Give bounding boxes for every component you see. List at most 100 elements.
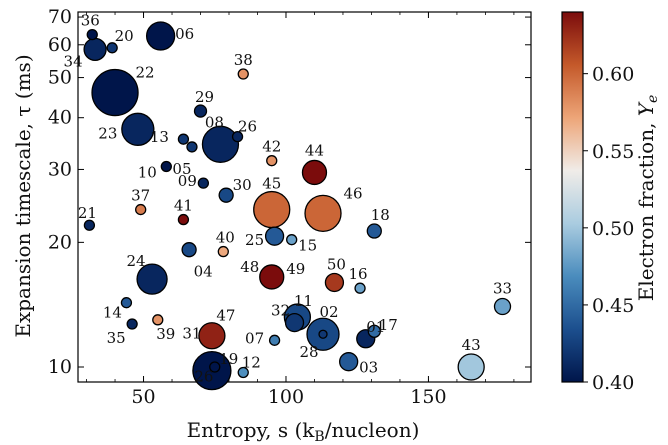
data-point-42 [266,155,278,167]
data-point-10 [160,160,172,173]
point-label-48: 48 [240,258,259,276]
point-label-13: 13 [150,128,169,146]
colorbar-tick-label: 0.50 [592,218,634,240]
point-labels: 01 02 03 04 05 06 07 08 09 10 11 12 13 14 15 16 17 18 19 20… [64,12,513,386]
data-point-07 [268,334,281,346]
data-point-04 [181,242,197,258]
data-point-32 [284,312,305,333]
data-point-37 [135,203,147,216]
point-label-16: 16 [349,265,368,283]
data-point-39 [152,314,164,326]
colorbar-tick-label: 0.60 [592,64,634,86]
point-label-35: 35 [107,329,126,347]
x-axis: 50 100 150 [86,12,515,408]
colorbar-tick-label: 0.55 [592,141,634,163]
point-label-01: 01 [366,318,385,336]
point-label-10: 10 [138,163,157,181]
colorbar: 0.40 0.45 0.50 0.55 0.60 [561,11,634,394]
point-label-18: 18 [371,206,390,224]
data-point-43 [457,353,485,381]
data-point-23 [121,112,155,146]
data-point-38 [237,68,249,80]
point-label-24: 24 [127,252,146,270]
data-point-17 [367,324,381,338]
point-label-20: 20 [115,27,134,45]
data-point-48 [259,264,285,290]
y-tick-label: 70 [48,6,72,28]
x-tick-label: 150 [410,386,446,408]
colorbar-label: Electron fraction, Ye [634,95,661,302]
data-point-08 [201,125,240,163]
data-point-21 [83,219,96,231]
point-label-30: 30 [233,176,252,194]
point-label-32: 32 [271,302,290,320]
data-point-14 [120,297,133,309]
y-tick-label: 40 [48,107,72,129]
point-label-45: 45 [262,175,281,193]
point-label-46: 46 [343,184,362,202]
data-point-05 [186,141,198,153]
data-point-41 [177,213,190,226]
point-label-42: 42 [262,138,281,156]
point-label-38: 38 [234,51,253,69]
point-label-36: 36 [81,12,100,30]
point-label-44: 44 [305,141,324,159]
data-point-31 [198,322,226,350]
point-label-33: 33 [493,279,512,297]
point-label-22: 22 [135,64,154,82]
point-label-26: 26 [238,118,257,136]
y-axis: 10 20 30 40 50 60 70 [48,6,531,378]
x-tick-label: 100 [268,386,304,408]
point-label-07: 07 [245,329,264,347]
point-label-17: 17 [379,316,398,334]
data-point-28 [318,329,328,339]
point-label-03: 03 [359,359,378,377]
point-label-26: 26 [194,368,213,386]
data-point-12 [237,366,249,379]
point-label-40: 40 [216,229,235,247]
data-point-46 [304,194,342,233]
data-point-25 [264,226,285,246]
data-point-40 [217,245,229,258]
colorbar-tick-label: 0.45 [592,295,634,317]
x-tick-label: 50 [131,386,155,408]
point-label-11: 11 [294,292,313,310]
point-label-37: 37 [131,187,150,205]
data-point-24 [136,263,168,295]
point-label-19: 19 [219,350,238,368]
colorbar-tick-label: 0.40 [592,372,634,394]
y-tick-label: 20 [48,231,72,253]
y-tick-label: 50 [48,67,72,89]
point-label-21: 21 [78,204,97,222]
point-label-50: 50 [327,255,346,273]
data-point-22 [91,68,139,117]
data-point-44 [301,159,328,186]
point-label-41: 41 [174,197,193,215]
point-label-15: 15 [298,237,317,255]
data-point-09 [197,177,210,189]
data-point-03 [339,352,359,372]
point-label-12: 12 [242,353,261,371]
point-label-14: 14 [103,304,122,322]
data-point-45 [253,190,291,229]
data-point-19 [209,361,221,373]
data-point-18 [366,223,382,239]
data-point-35 [126,318,138,330]
y-tick-label: 30 [48,158,72,180]
point-label-02: 02 [319,303,338,321]
point-label-47: 47 [216,307,235,325]
point-label-39: 39 [156,325,175,343]
data-point-34 [83,37,107,61]
point-label-43: 43 [462,336,481,354]
data-point-20 [106,42,118,54]
point-label-25: 25 [245,231,264,249]
data-point-16 [354,282,366,294]
point-label-49: 49 [286,260,305,278]
point-label-04: 04 [194,263,213,281]
point-label-34: 34 [64,52,83,70]
data-point-29 [193,104,208,118]
colorbar-gradient [561,11,584,383]
point-label-23: 23 [98,124,117,142]
point-label-31: 31 [182,325,201,343]
